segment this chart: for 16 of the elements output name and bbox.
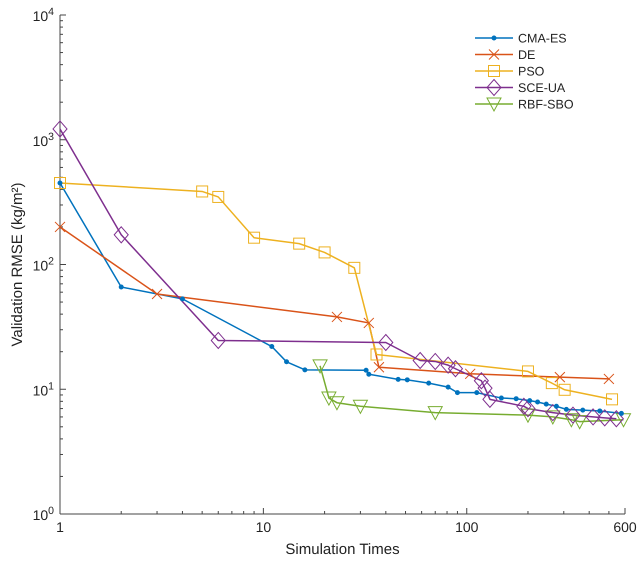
y-tick-label: 10$^{4}$ bbox=[32, 6, 54, 24]
legend-label: RBF-SBO bbox=[518, 98, 574, 112]
legend-label: PSO bbox=[518, 64, 545, 78]
legend-label: SCE-UA bbox=[518, 81, 566, 95]
x-tick-label: 100 bbox=[455, 519, 479, 535]
x-tick-label: 10 bbox=[256, 519, 272, 535]
x-tick-label: 1 bbox=[56, 519, 64, 535]
x-axis-title: Simulation Times bbox=[285, 541, 400, 558]
y-tick-label: 10$^{2}$ bbox=[32, 256, 54, 274]
legend-label: DE bbox=[518, 48, 536, 62]
x-tick-label: 600 bbox=[613, 519, 637, 535]
y-tick-label: 10$^{0}$ bbox=[32, 505, 54, 523]
y-tick-label: 10$^{3}$ bbox=[32, 130, 54, 149]
legend-label: CMA-ES bbox=[518, 32, 567, 46]
y-axis-title: Validation RMSE (kg/m²) bbox=[9, 182, 26, 346]
y-tick-label: 10$^{1}$ bbox=[32, 380, 54, 398]
